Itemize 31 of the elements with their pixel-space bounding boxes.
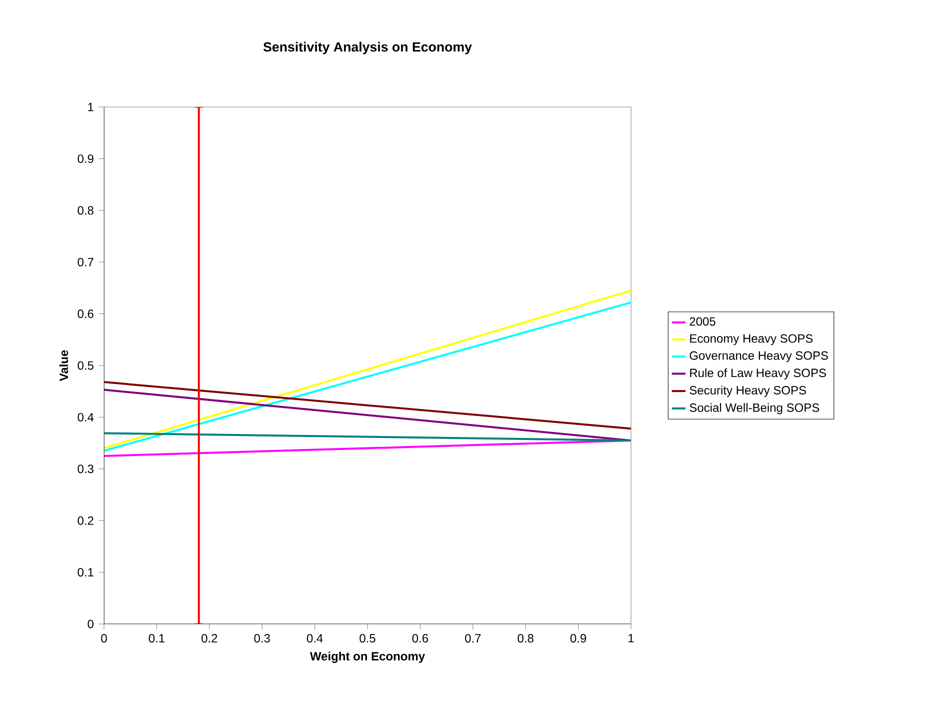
y-tick-label: 0.5 <box>78 361 94 370</box>
legend-label: 2005 <box>690 317 716 326</box>
x-tick-label: 0.2 <box>202 634 218 643</box>
legend-label: Governance Heavy SOPS <box>690 351 828 362</box>
x-tick-label: 0.7 <box>465 634 481 643</box>
legend-label: Security Heavy SOPS <box>690 386 806 397</box>
x-tick-label: 0.9 <box>570 634 586 643</box>
y-tick-label: 1 <box>88 102 94 112</box>
y-tick-label: 0.1 <box>78 568 94 577</box>
legend-label: Social Well-Being SOPS <box>690 403 820 414</box>
x-axis-title: Weight on Economy <box>310 652 425 663</box>
y-axis-title: Value <box>59 350 68 382</box>
x-tick-label: 0 <box>101 634 107 643</box>
legend-label: Rule of Law Heavy SOPS <box>690 368 826 380</box>
x-tick-label: 0.3 <box>254 634 270 643</box>
x-tick-label: 0.8 <box>518 634 534 643</box>
x-tick-label: 0.1 <box>148 634 164 643</box>
x-tick-label: 0.4 <box>306 634 323 643</box>
chart-title: Sensitivity Analysis on Economy <box>263 42 472 54</box>
y-tick-label: 0 <box>88 620 94 628</box>
x-tick-label: 0.6 <box>412 634 428 643</box>
y-tick-label: 0.7 <box>78 258 94 266</box>
y-tick-label: 0.3 <box>78 464 94 474</box>
y-tick-label: 0.4 <box>78 412 94 422</box>
y-tick-label: 0.8 <box>78 206 94 215</box>
x-tick-label: 0.5 <box>360 634 376 643</box>
y-tick-label: 0.9 <box>78 154 94 163</box>
y-tick-label: 0.6 <box>78 310 94 318</box>
y-tick-label: 0.2 <box>78 516 94 525</box>
legend-label: Economy Heavy SOPS <box>690 334 813 346</box>
x-tick-label: 1 <box>628 634 634 642</box>
